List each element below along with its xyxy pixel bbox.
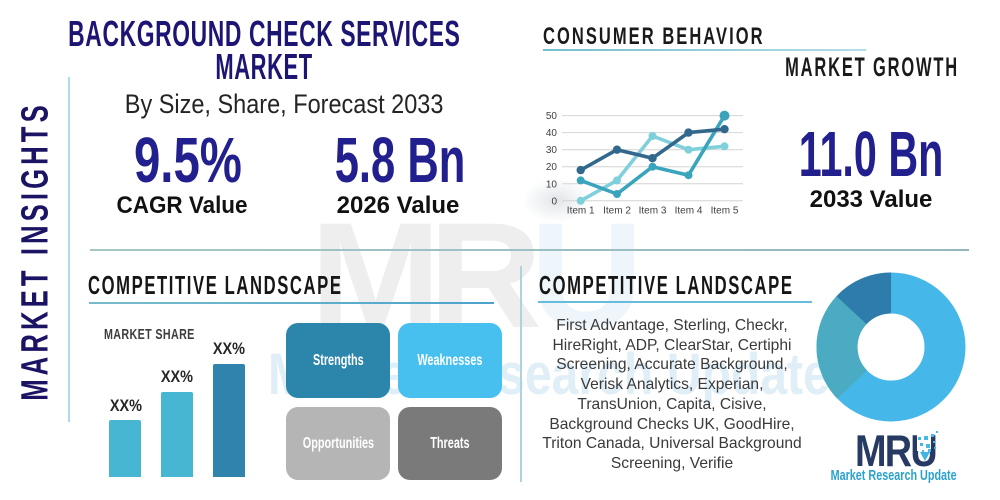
- svg-text:Item 4: Item 4: [675, 206, 703, 217]
- svg-text:Item 5: Item 5: [711, 206, 739, 217]
- svg-text:0: 0: [551, 196, 557, 207]
- svg-text:Item 2: Item 2: [603, 206, 631, 217]
- svg-text:40: 40: [546, 128, 558, 139]
- svg-text:Item 1: Item 1: [567, 206, 595, 217]
- svg-text:Item 3: Item 3: [639, 206, 667, 217]
- svg-text:20: 20: [546, 162, 558, 173]
- svg-text:50: 50: [546, 111, 558, 122]
- svg-text:10: 10: [546, 179, 558, 190]
- svg-text:30: 30: [546, 145, 558, 156]
